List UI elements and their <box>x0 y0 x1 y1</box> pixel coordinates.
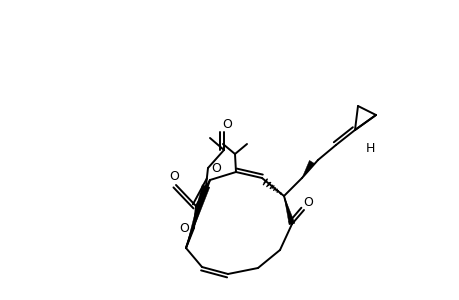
Text: O: O <box>211 161 220 175</box>
Text: H: H <box>364 142 374 154</box>
Polygon shape <box>283 196 294 225</box>
Polygon shape <box>185 185 209 248</box>
Polygon shape <box>302 160 314 178</box>
Text: O: O <box>222 118 231 130</box>
Text: O: O <box>179 221 189 235</box>
Text: O: O <box>302 196 312 209</box>
Text: O: O <box>169 169 179 182</box>
